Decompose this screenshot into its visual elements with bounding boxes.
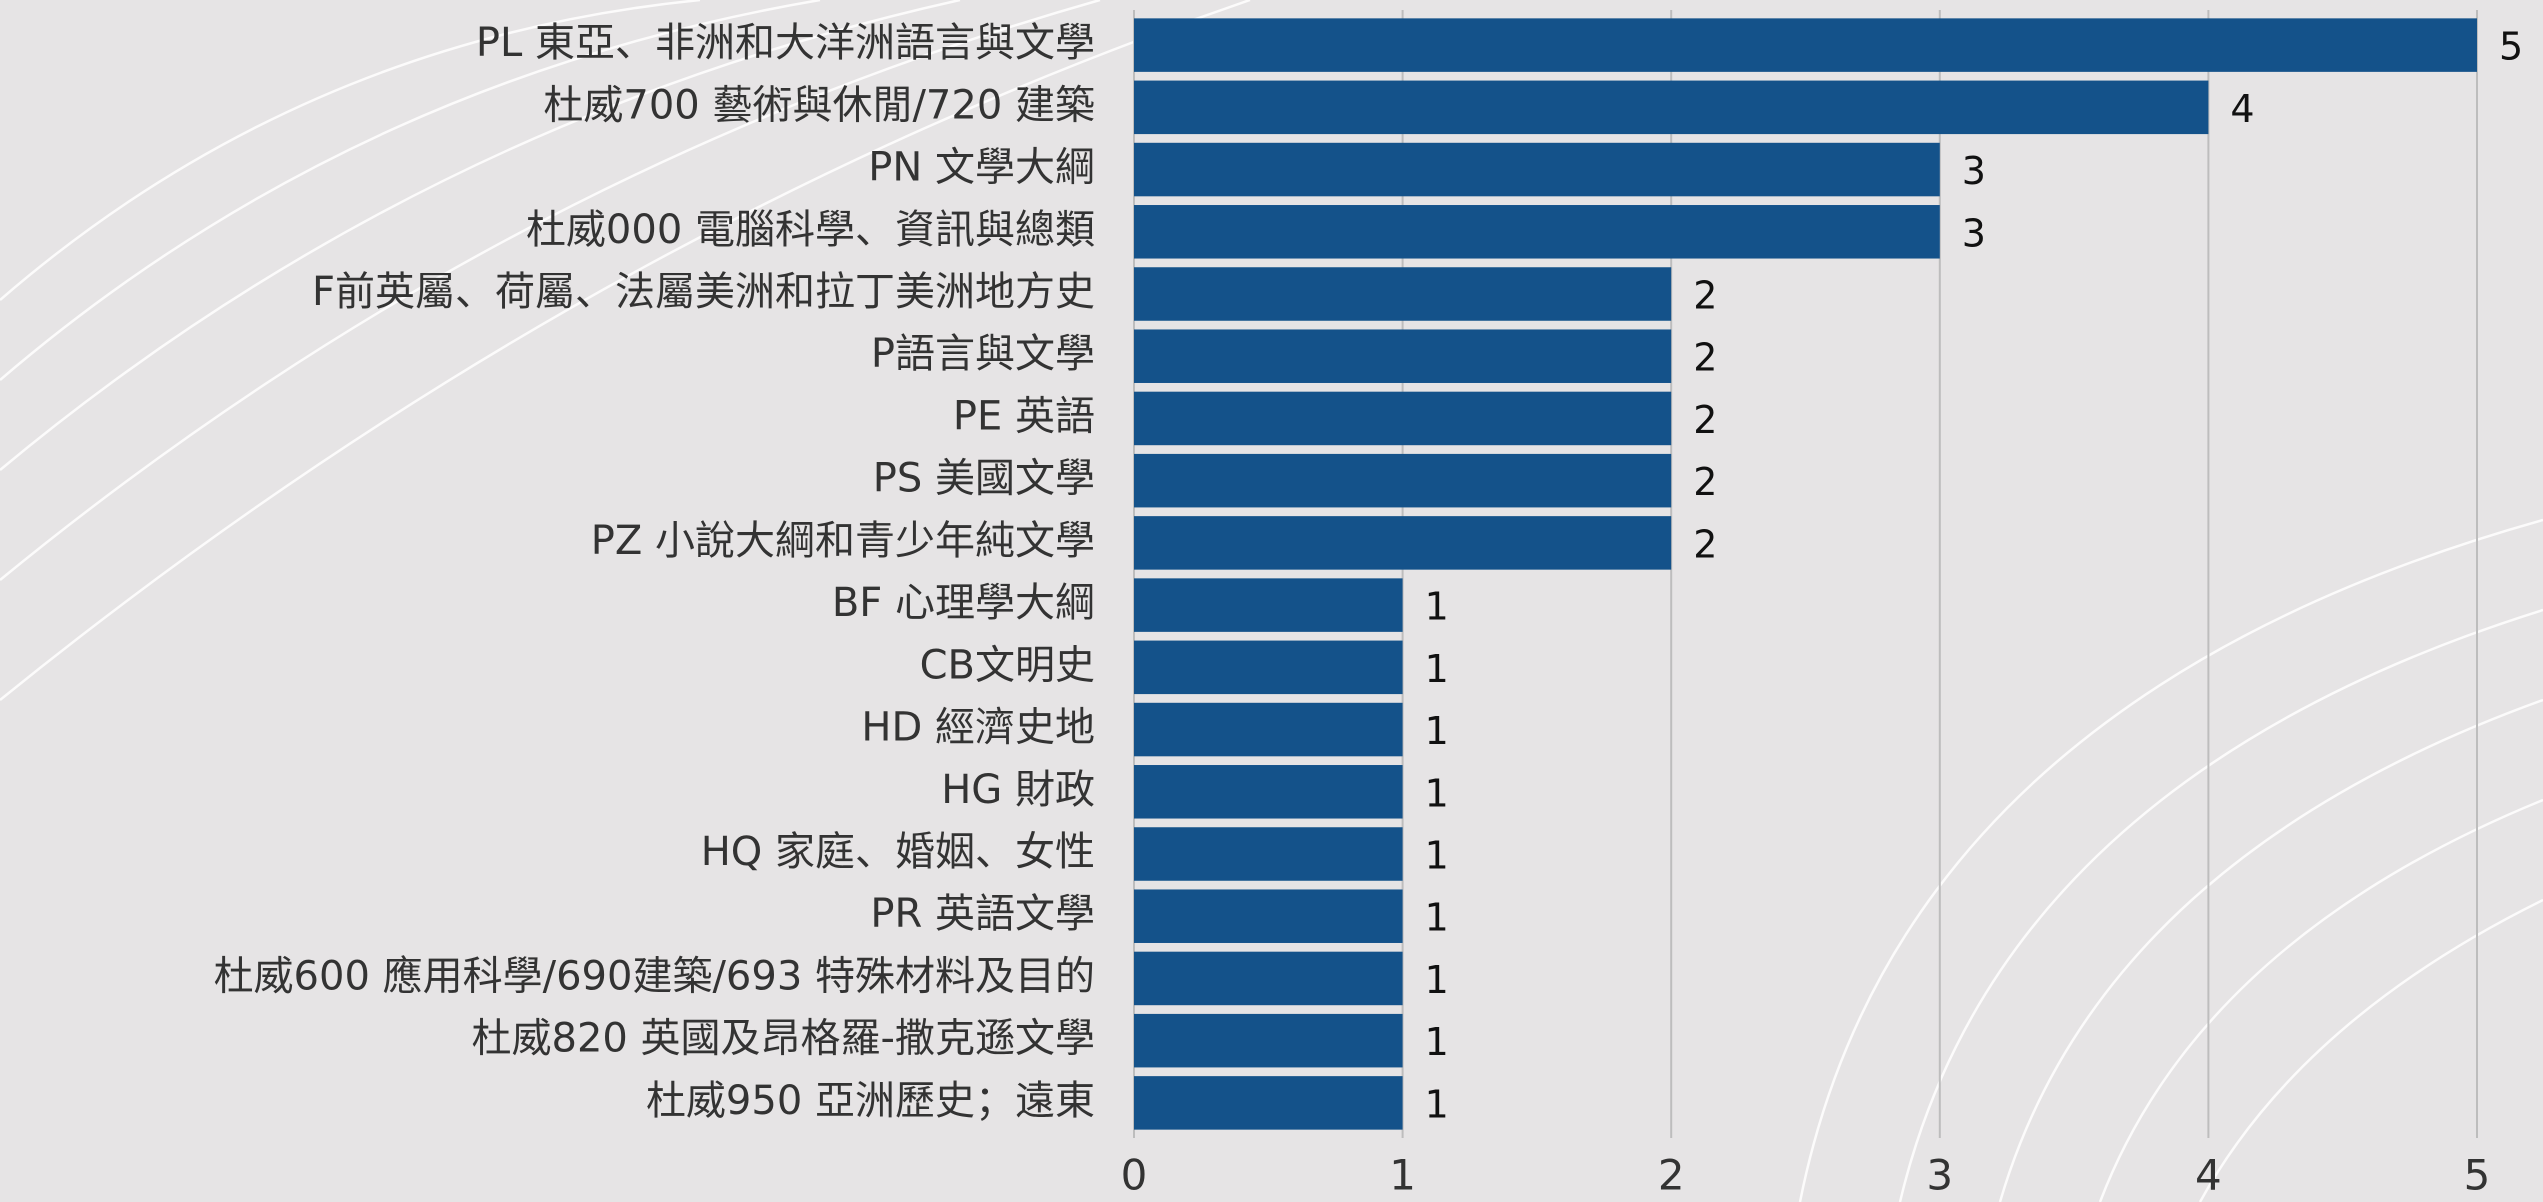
bar xyxy=(1134,951,1403,1006)
bar xyxy=(1134,329,1672,383)
y-tick-label: 杜威000 電腦科學、資訊與總類 xyxy=(526,207,1095,253)
x-tick-label: 1 xyxy=(1389,1151,1416,1200)
y-tick-label: P語言與文學 xyxy=(871,331,1095,377)
bar xyxy=(1134,453,1672,508)
data-label: 2 xyxy=(1693,398,1717,442)
bar xyxy=(1134,578,1403,632)
bar xyxy=(1134,889,1403,943)
data-label: 1 xyxy=(1425,1082,1449,1126)
x-tick-label: 4 xyxy=(2195,1151,2222,1200)
data-label: 3 xyxy=(1962,211,1986,255)
bar xyxy=(1134,640,1403,695)
data-label: 2 xyxy=(1693,336,1717,380)
y-tick-label: PL 東亞、非洲和大洋洲語言與文學 xyxy=(476,20,1095,66)
x-tick-label: 0 xyxy=(1121,1151,1148,1200)
y-tick-label: 杜威600 應用科學/690建築/693 特殊材料及目的 xyxy=(214,953,1095,999)
bar xyxy=(1134,516,1672,570)
bar xyxy=(1134,18,2477,72)
bar xyxy=(1134,1013,1403,1068)
data-label: 1 xyxy=(1425,958,1449,1002)
y-tick-label: BF 心理學大綱 xyxy=(832,580,1095,626)
data-label: 1 xyxy=(1425,834,1449,878)
data-label: 2 xyxy=(1693,522,1717,566)
bar xyxy=(1134,702,1403,757)
data-label: 1 xyxy=(1425,771,1449,815)
y-tick-label: PR 英語文學 xyxy=(870,891,1095,937)
x-tick-label: 2 xyxy=(1658,1151,1685,1200)
y-tick-label: PZ 小說大綱和青少年純文學 xyxy=(591,518,1095,564)
data-label: 1 xyxy=(1425,585,1449,629)
y-tick-label: 杜威700 藝術與休閒/720 建築 xyxy=(543,82,1095,128)
y-tick-label: CB文明史 xyxy=(920,642,1095,688)
data-label: 3 xyxy=(1962,149,1986,193)
data-label: 2 xyxy=(1693,274,1717,318)
bar xyxy=(1134,142,1940,197)
y-tick-label: F前英屬、荷屬、法屬美洲和拉丁美洲地方史 xyxy=(312,269,1095,315)
y-tick-label: 杜威820 英國及昂格羅-撒克遜文學 xyxy=(472,1016,1096,1062)
data-label: 4 xyxy=(2230,87,2254,131)
bar xyxy=(1134,765,1403,819)
data-label: 2 xyxy=(1693,460,1717,504)
y-tick-label: HG 財政 xyxy=(941,767,1095,813)
bar xyxy=(1134,80,2209,135)
data-label: 1 xyxy=(1425,647,1449,691)
y-tick-label: 杜威950 亞洲歷史；遠東 xyxy=(646,1078,1095,1124)
x-tick-label: 5 xyxy=(2464,1151,2491,1200)
y-tick-label: HQ 家庭、婚姻、女性 xyxy=(701,829,1095,875)
bar xyxy=(1134,391,1672,446)
data-label: 1 xyxy=(1425,1020,1449,1064)
bar xyxy=(1134,1076,1403,1130)
data-label: 1 xyxy=(1425,896,1449,940)
bar xyxy=(1134,205,1940,259)
y-tick-label: PS 美國文學 xyxy=(873,456,1095,502)
bar xyxy=(1134,267,1672,321)
y-tick-label: HD 經濟史地 xyxy=(861,705,1095,751)
bar xyxy=(1134,827,1403,881)
y-tick-label: PN 文學大綱 xyxy=(868,145,1095,191)
data-label: 1 xyxy=(1425,709,1449,753)
data-label: 5 xyxy=(2499,25,2523,69)
x-tick-label: 3 xyxy=(1926,1151,1953,1200)
y-tick-label: PE 英語 xyxy=(953,393,1095,439)
